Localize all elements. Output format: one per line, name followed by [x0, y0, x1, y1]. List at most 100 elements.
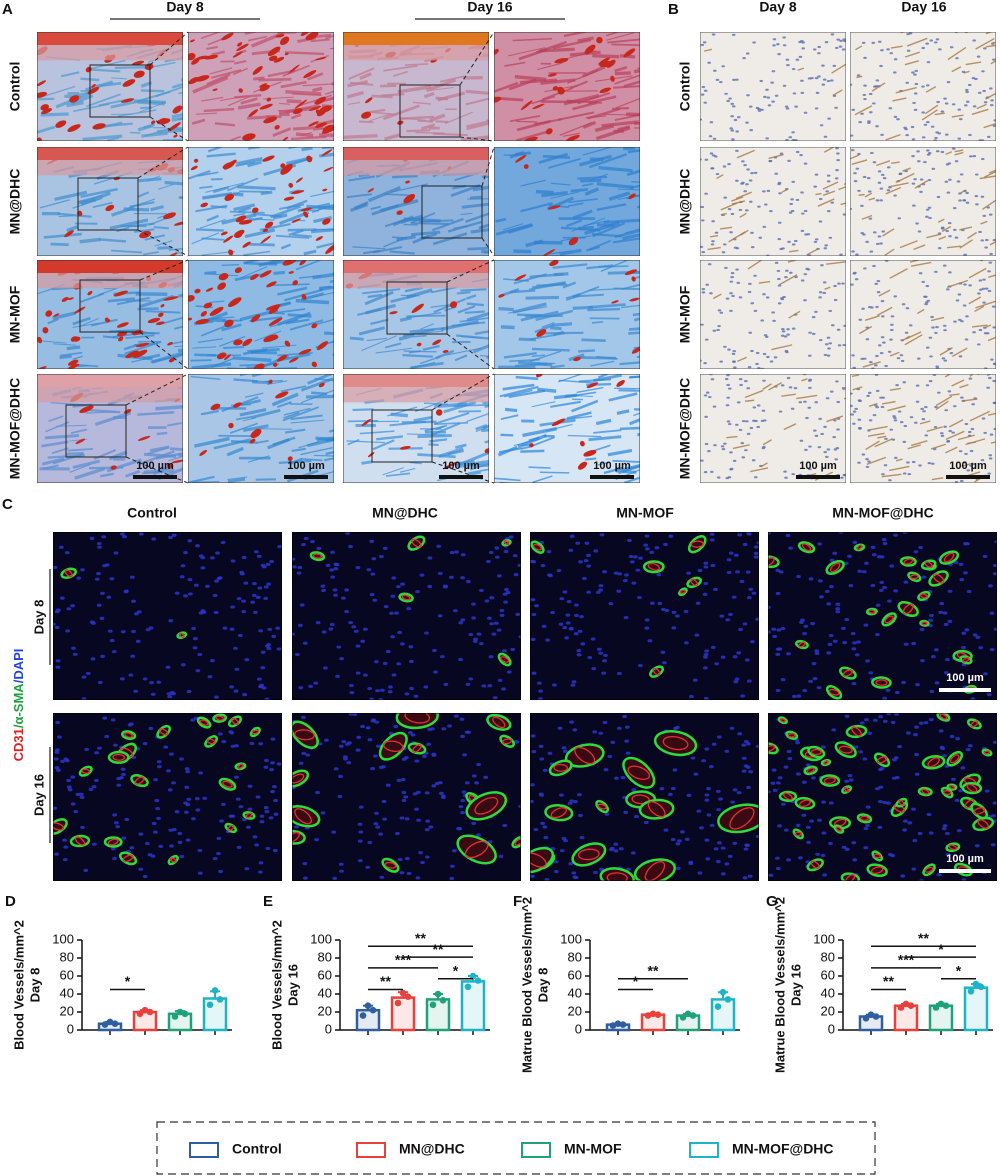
nucleus [198, 611, 204, 615]
vessel [299, 260, 307, 266]
data-point [171, 1013, 179, 1020]
nucleus [871, 553, 877, 557]
fiber [348, 67, 375, 80]
nucleus [850, 392, 853, 395]
nucleus [841, 626, 846, 630]
nucleus [747, 874, 753, 878]
nucleus [546, 549, 552, 554]
nucleus [874, 282, 879, 286]
vessel-inner [215, 715, 224, 721]
nucleus [875, 79, 880, 82]
vessel [323, 166, 334, 172]
nucleus [156, 816, 161, 821]
nucleus [616, 589, 622, 593]
stain [890, 45, 903, 49]
nucleus [957, 293, 962, 296]
fiber [587, 107, 621, 120]
data-point [724, 996, 732, 1003]
nucleus [721, 65, 725, 68]
stain [704, 48, 712, 52]
zoom-box [371, 409, 433, 463]
vessel [259, 270, 272, 278]
fiber [614, 113, 640, 121]
vessel [292, 720, 319, 749]
fiber [535, 189, 554, 195]
vessel [160, 118, 167, 124]
fiber [596, 355, 618, 360]
vessel [232, 51, 243, 58]
nucleus [772, 319, 776, 322]
nucleus [508, 535, 514, 539]
vessel-inner [948, 784, 955, 790]
fiber [411, 230, 441, 237]
nucleus [944, 133, 949, 136]
nucleus [867, 460, 871, 463]
data-point [932, 1004, 940, 1011]
fiber [288, 229, 304, 237]
nucleus [502, 649, 507, 653]
fiber [192, 481, 220, 483]
nucleus [369, 593, 375, 597]
nucleus [942, 611, 948, 615]
nucleus [828, 342, 833, 345]
vessel [41, 108, 53, 115]
nucleus [381, 799, 387, 804]
stain [907, 444, 922, 450]
nucleus [901, 680, 907, 685]
nucleus [890, 854, 896, 858]
nucleus [823, 425, 827, 429]
nucleus [734, 677, 740, 681]
stain [881, 473, 902, 478]
nucleus [701, 251, 706, 254]
nucleus [415, 876, 421, 880]
fiber [157, 128, 183, 134]
nucleus [677, 839, 682, 843]
vessel-inner [949, 754, 960, 764]
nucleus [476, 632, 482, 636]
vessel [399, 445, 411, 450]
nucleus [729, 309, 733, 312]
nucleus [488, 655, 494, 659]
nucleus [96, 572, 101, 576]
nucleus [723, 243, 727, 246]
nucleus [644, 547, 650, 551]
fiber [617, 125, 631, 131]
nucleus [834, 458, 839, 461]
nucleus [553, 870, 559, 874]
fiber [399, 467, 416, 473]
nucleus [567, 801, 573, 805]
nucleus [154, 798, 160, 803]
fiber [196, 112, 217, 115]
nucleus [197, 848, 203, 853]
stain [801, 378, 808, 382]
nucleus [974, 844, 980, 848]
nucleus [771, 768, 777, 772]
nucleus [709, 292, 713, 295]
nucleus [946, 80, 951, 84]
nucleus [113, 821, 119, 825]
fiber [141, 471, 164, 475]
nucleus [989, 433, 994, 436]
nucleus [675, 842, 681, 846]
stain [957, 434, 975, 441]
nucleus [357, 822, 363, 826]
scale-label: 100 µm [442, 460, 480, 472]
fiber [123, 207, 150, 212]
vessel-inner [801, 543, 812, 552]
nucleus [542, 768, 548, 772]
nucleus [110, 847, 116, 851]
stain [720, 202, 738, 211]
stain-part: /α-SMA [11, 683, 26, 728]
nucleus [753, 555, 759, 559]
stain [992, 41, 996, 44]
nucleus [762, 293, 766, 296]
nucleus [686, 571, 692, 575]
vessel [172, 105, 183, 114]
vessel-inner [919, 593, 928, 599]
nucleus [984, 789, 990, 793]
vessel [917, 786, 933, 797]
fiber [583, 219, 610, 227]
fiber [621, 283, 640, 291]
nucleus [910, 125, 915, 129]
y-tick-label: 100 [560, 931, 582, 946]
